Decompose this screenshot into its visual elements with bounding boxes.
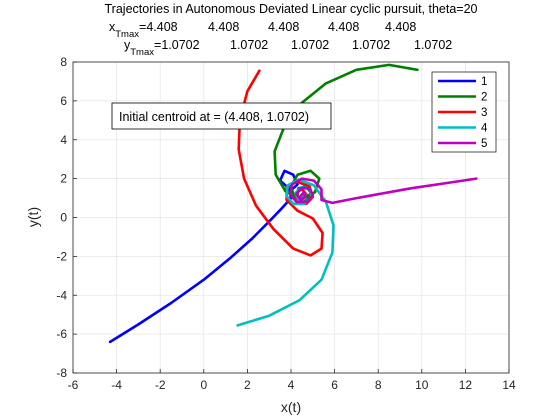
annotation-text: Initial centroid at = (4.408, 1.0702) [119,110,309,124]
subtitle-y: yTmax=1.0702 1.0702 1.0702 1.0702 1.0702 [124,38,452,58]
x-axis-label: x(t) [281,399,301,415]
subtitle-x: xTmax=4.408 4.408 4.408 4.408 4.408 [109,20,416,40]
subtitle-y-value-3: 1.0702 [291,38,329,52]
subtitle-y-value-5: 1.0702 [414,38,452,52]
subtitle-x-value-5: 4.408 [385,20,416,34]
legend-label-5: 5 [481,138,487,150]
series-group [108,63,478,344]
subtitle-x-value-2: 4.408 [208,20,239,34]
y-tick-label: 8 [60,55,67,69]
x-tick-label: 6 [331,378,338,392]
subtitle-x-value-3: 4.408 [268,20,299,34]
y-tick-label: 4 [60,133,67,147]
chart-title: Trajectories in Autonomous Deviated Line… [105,2,478,16]
subtitle-y-value-1: 1.0702 [161,38,199,52]
trajectory-5-line [288,177,478,205]
x-tick-label: 2 [244,378,251,392]
subtitle-y-eq: = [154,38,161,52]
legend: 1 2 3 4 5 [431,71,497,153]
x-tick-label: 8 [375,378,382,392]
x-tick-label: 12 [459,378,473,392]
y-tick-label: 6 [60,94,67,108]
x-tick-label: -4 [111,378,122,392]
legend-label-4: 4 [481,123,488,135]
y-tick-label: -2 [56,249,67,263]
subtitle-x-eq: = [139,20,146,34]
subtitle-x-prefix: x [109,20,116,34]
subtitle-y-subscript: Tmax [130,47,154,58]
legend-label-1: 1 [481,76,487,88]
subtitle-x-subscript: Tmax [115,29,139,40]
legend-label-3: 3 [481,107,487,119]
subtitle-y-value-4: 1.0702 [352,38,390,52]
x-tick-label: 4 [288,378,295,392]
subtitle-y-prefix: y [124,38,131,52]
x-tick-label: 10 [415,378,429,392]
legend-label-2: 2 [481,92,487,104]
y-tick-label: -8 [56,366,67,380]
y-tick-label: 2 [60,172,67,186]
x-tick-label: -6 [68,378,79,392]
x-tick-label: 14 [502,378,516,392]
subtitle-y-value-2: 1.0702 [230,38,268,52]
subtitle-x-value-1: 4.408 [146,20,177,34]
subtitle-x-value-4: 4.408 [328,20,359,34]
y-tick-label: 0 [60,211,67,225]
y-tick-label: -6 [56,327,67,341]
y-tick-label: -4 [56,288,67,302]
y-axis-label: y(t) [25,207,41,227]
x-tick-label: 0 [200,378,207,392]
x-tick-label: -2 [155,378,166,392]
annotation-box [111,102,332,130]
